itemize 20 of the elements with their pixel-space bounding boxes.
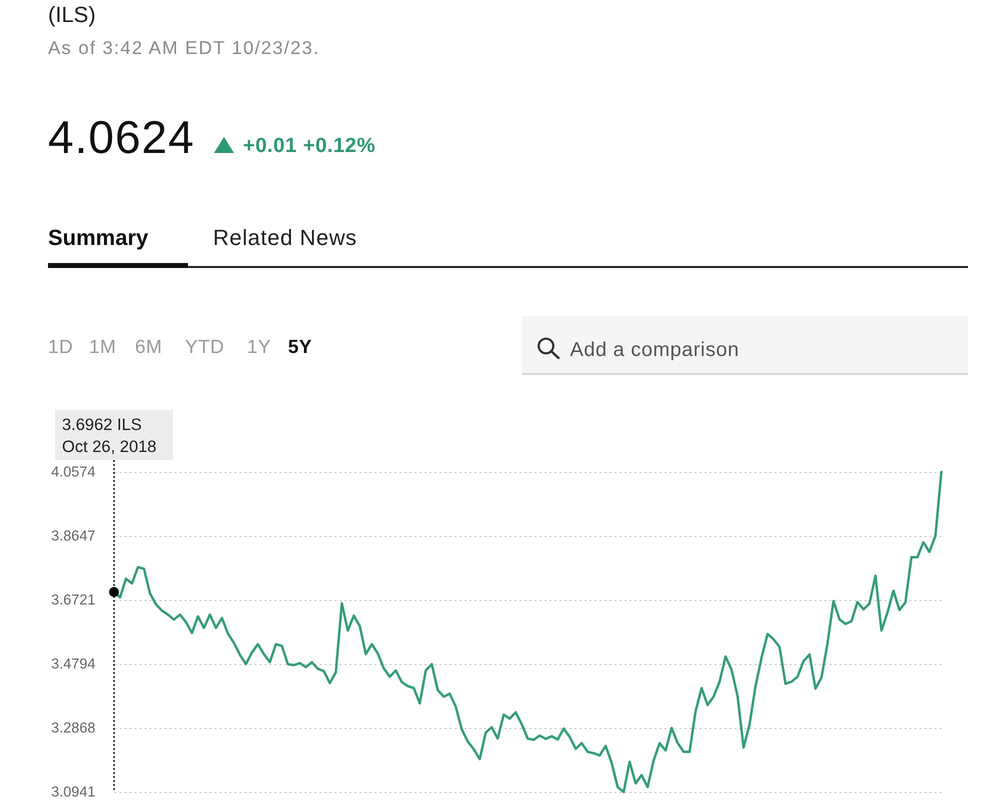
y-tick-label: 3.2868 — [51, 720, 96, 736]
y-tick-label: 3.6721 — [51, 592, 96, 608]
y-tick-label: 4.0574 — [51, 464, 96, 480]
text: 3.6962 ILS Oct 26, 2018 — [62, 416, 156, 456]
text: Add a comparison — [570, 339, 740, 362]
chart-subtitle: As of 3:42 AM EDT 10/23/23. — [48, 37, 320, 58]
text: 6M — [135, 336, 162, 358]
text: +0.01 +0.12% — [243, 134, 376, 157]
text: Summary — [48, 225, 148, 250]
text: 5Y — [288, 336, 312, 358]
text: 4.0624 — [48, 111, 195, 164]
chart-title: (ILS) — [48, 2, 96, 28]
text: YTD — [185, 336, 224, 358]
y-tick-label: 3.0941 — [51, 784, 96, 800]
text: 1Y — [247, 336, 272, 358]
y-tick-label: 3.8647 — [51, 528, 96, 545]
text: 1M — [89, 336, 116, 358]
text: 1D — [48, 336, 74, 358]
y-tick-label: 3.4794 — [51, 656, 96, 673]
text: Related News — [213, 225, 358, 250]
